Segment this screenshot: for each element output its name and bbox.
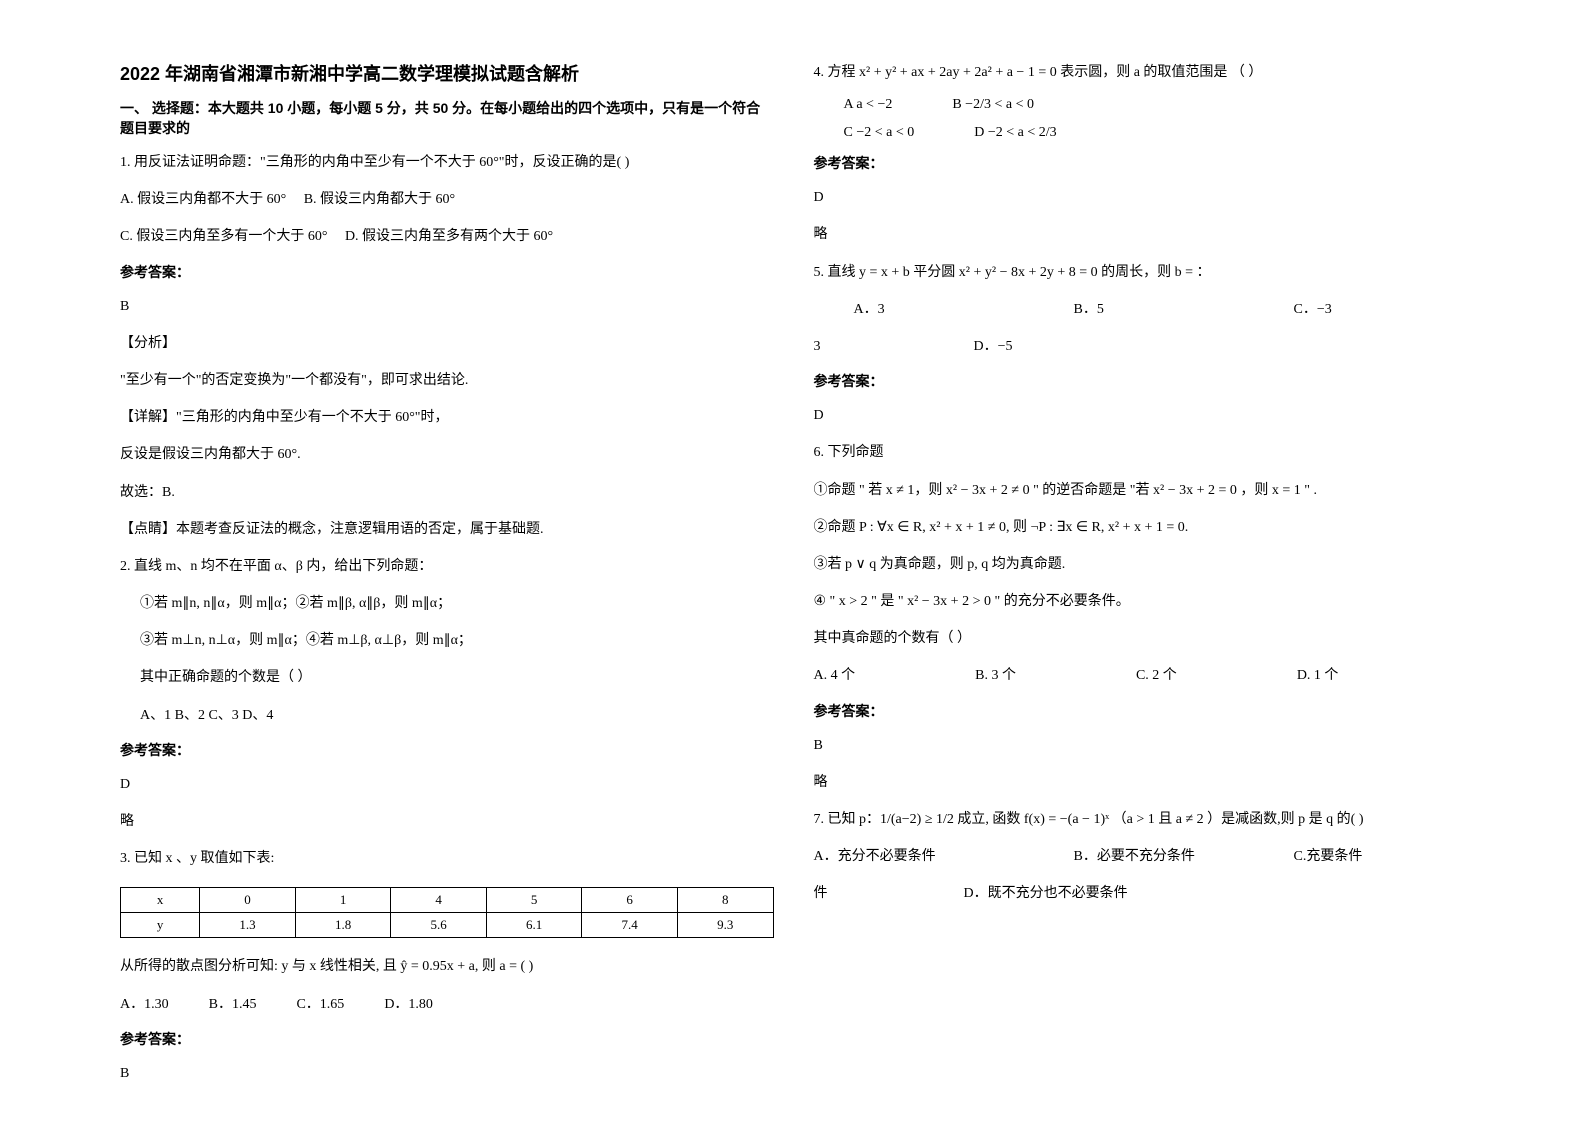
- table-cell: 9.3: [677, 913, 773, 938]
- q6-p2: ②命题 P : ∀x ∈ R, x² + x + 1 ≠ 0, 则 ¬P : ∃…: [814, 515, 1468, 540]
- q3-optC: C．1.65: [296, 992, 344, 1017]
- table-cell: 1: [295, 888, 391, 913]
- q6-stem: 6. 下列命题: [814, 440, 1468, 465]
- q2-stem: 2. 直线 m、n 均不在平面 α、β 内，给出下列命题：: [120, 554, 774, 579]
- q2-answer: D: [120, 772, 774, 797]
- table-cell: 8: [677, 888, 773, 913]
- q1-detail-label: 【详解】"三角形的内角中至少有一个不大于 60°"时，: [120, 405, 774, 430]
- q5-optA: A．3: [854, 297, 1074, 322]
- q1-answer-label: 参考答案：: [120, 262, 774, 282]
- q2-p1: ①若 m∥n, n∥α，则 m∥α；②若 m∥β, α∥β，则 m∥α；: [120, 591, 774, 616]
- q6-lue: 略: [814, 770, 1468, 795]
- q3-stem: 3. 已知 x 、y 取值如下表:: [120, 846, 774, 871]
- q4-answer: D: [814, 185, 1468, 210]
- q4-answer-label: 参考答案：: [814, 153, 1468, 173]
- q3-answer-label: 参考答案：: [120, 1029, 774, 1049]
- q5-opts-row1: A．3 B．5 C．−3: [814, 297, 1468, 322]
- q5-answer-label: 参考答案：: [814, 371, 1468, 391]
- q3-answer: B: [120, 1061, 774, 1086]
- q1-detail2: 故选：B.: [120, 480, 774, 505]
- q6-optC: C. 2 个: [1136, 663, 1177, 688]
- table-cell: 1.8: [295, 913, 391, 938]
- q4-row-cd: C −2 < a < 0 D −2 < a < 2/3: [814, 125, 1468, 141]
- table-cell: 6.1: [486, 913, 582, 938]
- q7-optD: D．既不充分也不必要条件: [964, 881, 1128, 906]
- q6-p5: 其中真命题的个数有（ ）: [814, 626, 1468, 651]
- q7-last-prefix: 件: [814, 881, 964, 906]
- exam-title: 2022 年湖南省湘潭市新湘中学高二数学理模拟试题含解析: [120, 60, 774, 86]
- q1-optB: B. 假设三内角都大于 60°: [304, 192, 455, 207]
- q6-options: A. 4 个 B. 3 个 C. 2 个 D. 1 个: [814, 663, 1468, 688]
- q3-optA: A．1.30: [120, 992, 169, 1017]
- q3-table-row-y: y 1.3 1.8 5.6 6.1 7.4 9.3: [121, 913, 774, 938]
- q1-opts-cd: C. 假设三内角至多有一个大于 60° D. 假设三内角至多有两个大于 60°: [120, 224, 774, 249]
- q4-optB: B −2/3 < a < 0: [952, 97, 1034, 113]
- q3-options: A．1.30 B．1.45 C．1.65 D．1.80: [120, 992, 774, 1017]
- q5-opts-row2: 3 D．−5: [814, 334, 1468, 359]
- table-cell: 1.3: [200, 913, 296, 938]
- q5-optD: D．−5: [974, 334, 1013, 359]
- q7-opts-row2: 件 D．既不充分也不必要条件: [814, 881, 1468, 906]
- section1-heading: 一、 选择题：本大题共 10 小题，每小题 5 分，共 50 分。在每小题给出的…: [120, 98, 774, 138]
- q6-p3: ③若 p ∨ q 为真命题，则 p, q 均为真命题.: [814, 552, 1468, 577]
- q3-after: 从所得的散点图分析可知: y 与 x 线性相关, 且 ŷ = 0.95x + a…: [120, 954, 774, 979]
- q1-detail1: 反设是假设三内角都大于 60°.: [120, 442, 774, 467]
- q1-answer: B: [120, 294, 774, 319]
- table-cell: 7.4: [582, 913, 678, 938]
- table-cell: 6: [582, 888, 678, 913]
- q7-stem: 7. 已知 p：1/(a−2) ≥ 1/2 成立, 函数 f(x) = −(a …: [814, 807, 1468, 832]
- right-column: 4. 方程 x² + y² + ax + 2ay + 2a² + a − 1 =…: [794, 60, 1488, 1062]
- q2-lue: 略: [120, 809, 774, 834]
- q7-opts-row1: A．充分不必要条件 B．必要不充分条件 C.充要条件: [814, 844, 1468, 869]
- q5-answer: D: [814, 403, 1468, 428]
- q5-stem: 5. 直线 y = x + b 平分圆 x² + y² − 8x + 2y + …: [814, 260, 1468, 285]
- q1-analysis-label: 【分析】: [120, 331, 774, 356]
- table-cell: x: [121, 888, 200, 913]
- q1-optA: A. 假设三内角都不大于 60°: [120, 192, 286, 207]
- q6-optA: A. 4 个: [814, 663, 856, 688]
- q1-optC: C. 假设三内角至多有一个大于 60°: [120, 229, 327, 244]
- q3-optB: B．1.45: [209, 992, 257, 1017]
- left-column: 2022 年湖南省湘潭市新湘中学高二数学理模拟试题含解析 一、 选择题：本大题共…: [100, 60, 794, 1062]
- q7-optC: C.充要条件: [1294, 844, 1363, 869]
- table-cell: 5: [486, 888, 582, 913]
- q4-optD: D −2 < a < 2/3: [974, 125, 1056, 141]
- q1-stem: 1. 用反证法证明命题："三角形的内角中至少有一个不大于 60°"时，反设正确的…: [120, 150, 774, 175]
- q1-point: 【点睛】本题考查反证法的概念，注意逻辑用语的否定，属于基础题.: [120, 517, 774, 542]
- q4-optA: A a < −2: [844, 97, 893, 113]
- q4-stem: 4. 方程 x² + y² + ax + 2ay + 2a² + a − 1 =…: [814, 60, 1468, 85]
- q1-optD: D. 假设三内角至多有两个大于 60°: [345, 229, 553, 244]
- q6-optD: D. 1 个: [1297, 663, 1339, 688]
- q1-analysis: "至少有一个"的否定变换为"一个都没有"，即可求出结论.: [120, 368, 774, 393]
- q7-optB: B．必要不充分条件: [1074, 844, 1294, 869]
- q5-optB: B．5: [1074, 297, 1294, 322]
- q1-opts-ab: A. 假设三内角都不大于 60° B. 假设三内角都大于 60°: [120, 187, 774, 212]
- table-cell: 5.6: [391, 913, 487, 938]
- q2-p3: 其中正确命题的个数是（ ）: [120, 665, 774, 690]
- table-cell: y: [121, 913, 200, 938]
- table-cell: 0: [200, 888, 296, 913]
- q2-p4: A、1 B、2 C、3 D、4: [120, 703, 774, 728]
- q4-optC: C −2 < a < 0: [844, 125, 915, 141]
- q6-answer: B: [814, 733, 1468, 758]
- q6-answer-label: 参考答案：: [814, 701, 1468, 721]
- q3-table: x 0 1 4 5 6 8 y 1.3 1.8 5.6 6.1 7.4 9.3: [120, 887, 774, 938]
- q6-p4: ④ " x > 2 " 是 " x² − 3x + 2 > 0 " 的充分不必要…: [814, 589, 1468, 614]
- q2-p2: ③若 m⊥n, n⊥α，则 m∥α；④若 m⊥β, α⊥β，则 m∥α；: [120, 628, 774, 653]
- q4-lue: 略: [814, 222, 1468, 247]
- q3-optD: D．1.80: [384, 992, 433, 1017]
- q7-optA: A．充分不必要条件: [814, 844, 1074, 869]
- table-cell: 4: [391, 888, 487, 913]
- q5-optC: C．−3: [1294, 297, 1332, 322]
- q2-answer-label: 参考答案：: [120, 740, 774, 760]
- q4-row-ab: A a < −2 B −2/3 < a < 0: [814, 97, 1468, 113]
- q6-optB: B. 3 个: [975, 663, 1016, 688]
- q6-p1: ①命题 " 若 x ≠ 1，则 x² − 3x + 2 ≠ 0 " 的逆否命题是…: [814, 478, 1468, 503]
- q3-table-row-x: x 0 1 4 5 6 8: [121, 888, 774, 913]
